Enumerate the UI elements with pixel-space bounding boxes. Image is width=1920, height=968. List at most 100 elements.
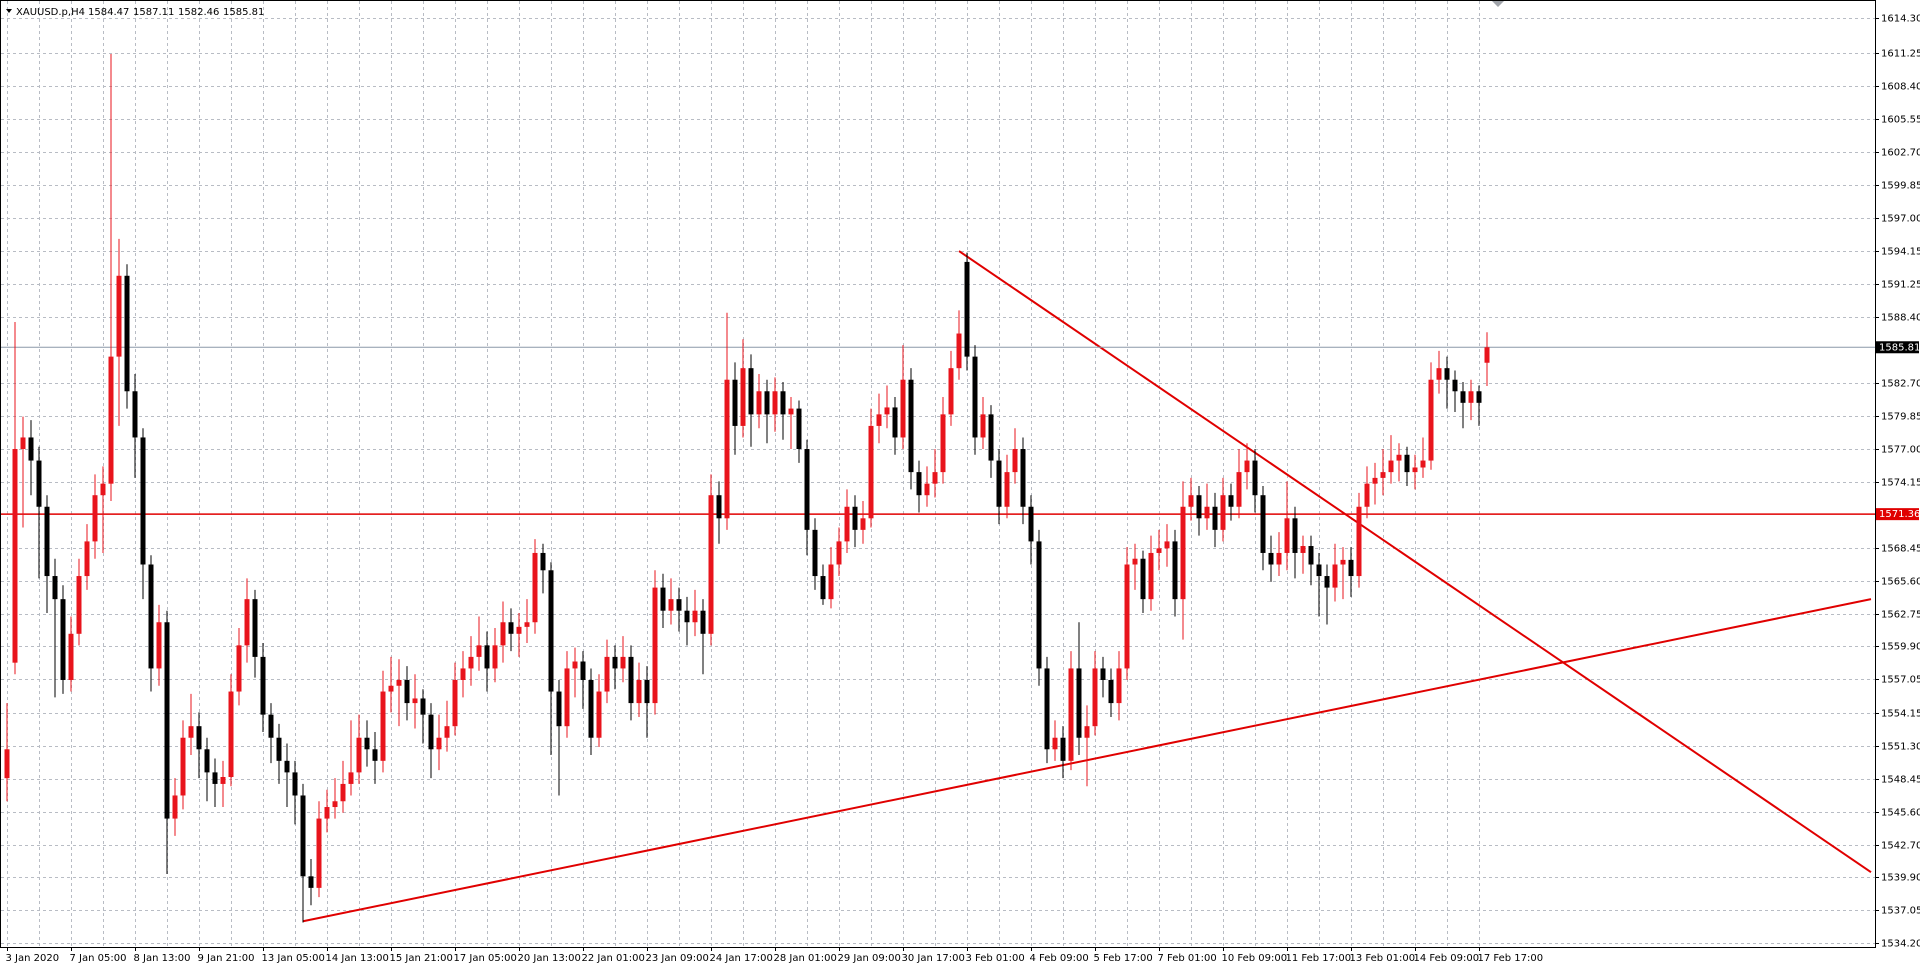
y-tick-label: 1554.15 (1881, 709, 1920, 720)
x-tick-label: 3 Jan 2020 (6, 953, 60, 964)
candle-body (756, 391, 762, 415)
candle-body (996, 460, 1002, 507)
candle-body (1484, 347, 1490, 363)
candle-body (404, 679, 410, 704)
candle-body (940, 414, 946, 473)
y-tick-label: 1611.25 (1881, 49, 1920, 60)
candle-body (1084, 726, 1090, 738)
candle-body (604, 656, 610, 692)
candle-body (948, 368, 954, 415)
candle-body (4, 749, 10, 779)
candle-body (1196, 495, 1202, 519)
candle-body (1156, 548, 1162, 553)
y-tick-label: 1582.70 (1881, 379, 1920, 390)
candle-body (1268, 552, 1274, 565)
candle-body (252, 599, 258, 657)
candle-body (212, 772, 218, 784)
candle-body (1188, 495, 1194, 507)
x-tick-label: 7 Jan 05:00 (70, 953, 127, 964)
candle-body (196, 726, 202, 750)
grid (1, 1, 1875, 947)
candle-body (1020, 449, 1026, 507)
x-tick-label: 13 Jan 05:00 (262, 953, 325, 964)
candle-body (596, 691, 602, 738)
candle-body (636, 679, 642, 704)
candle-body (964, 261, 970, 357)
candle-body (1124, 564, 1130, 669)
candle-body (892, 407, 898, 438)
y-tick-label: 1568.45 (1881, 544, 1920, 555)
candle-body (988, 414, 994, 461)
candle-body (172, 795, 178, 819)
level-label-box (1876, 508, 1919, 521)
candle-body (1452, 379, 1458, 392)
open-label: 1584.47 (88, 7, 129, 18)
candle-body (180, 737, 186, 796)
candle-body (1396, 454, 1402, 461)
candle-body (1236, 472, 1242, 507)
candle-body (468, 656, 474, 669)
candle-body (1372, 477, 1378, 484)
x-tick-label: 4 Feb 09:00 (1030, 953, 1089, 964)
candle-body (1092, 668, 1098, 727)
candle-body (548, 570, 554, 692)
candle-body (820, 576, 826, 600)
y-tick-label: 1557.05 (1881, 675, 1920, 686)
candle-body (796, 408, 802, 450)
candle-body (1244, 460, 1250, 473)
candle-body (1340, 559, 1346, 565)
candles (4, 54, 1490, 923)
x-tick-label: 20 Jan 13:00 (518, 953, 581, 964)
y-tick-label: 1602.70 (1881, 148, 1920, 159)
y-tick-label: 1577.00 (1881, 445, 1920, 456)
y-tick-label: 1562.75 (1881, 610, 1920, 621)
candle-body (1476, 391, 1482, 403)
candle-body (1140, 558, 1146, 600)
x-tick-label: 17 Jan 05:00 (454, 953, 517, 964)
candle-body (1180, 506, 1186, 600)
candle-body (1036, 541, 1042, 669)
candle-body (1204, 506, 1210, 519)
y-tick-label: 1559.90 (1881, 642, 1920, 653)
x-tick-label: 10 Feb 09:00 (1222, 953, 1288, 964)
candle-body (1436, 368, 1442, 380)
candle-body (1460, 391, 1466, 403)
candle-body (412, 698, 418, 704)
candle-body (452, 679, 458, 727)
candle-body (708, 495, 714, 634)
candle-body (1132, 558, 1138, 565)
x-tick-label: 8 Jan 13:00 (134, 953, 191, 964)
candle-body (84, 541, 90, 577)
bid-label-box (1876, 341, 1919, 354)
x-tick-label: 7 Feb 01:00 (1158, 953, 1217, 964)
y-tick-label: 1614.30 (1881, 14, 1920, 25)
candle-body (1348, 559, 1354, 577)
candle-body (1260, 495, 1266, 553)
candle-body (1220, 495, 1226, 530)
candle-body (1148, 552, 1154, 600)
candle-body (1332, 564, 1338, 588)
candle-body (588, 679, 594, 738)
candle-body (356, 737, 362, 773)
candle-body (700, 610, 706, 634)
candle-body (852, 506, 858, 530)
candle-body (268, 714, 274, 738)
candle-body (516, 626, 522, 634)
candle-body (324, 807, 330, 819)
candle-body (420, 698, 426, 715)
candle-body (1284, 518, 1290, 553)
candle-body (444, 726, 450, 738)
candle-body (36, 460, 42, 507)
candle-body (108, 356, 114, 484)
y-tick-label: 1545.60 (1881, 808, 1920, 819)
x-tick-label: 15 Jan 21:00 (390, 953, 453, 964)
candle-body (188, 726, 194, 738)
candle-body (364, 737, 370, 750)
candle-body (868, 425, 874, 519)
candle-body (644, 679, 650, 704)
candle-body (348, 772, 354, 784)
candle-body (684, 610, 690, 623)
candle-body (228, 691, 234, 778)
candle-body (1292, 518, 1298, 553)
candle-body (812, 529, 818, 577)
